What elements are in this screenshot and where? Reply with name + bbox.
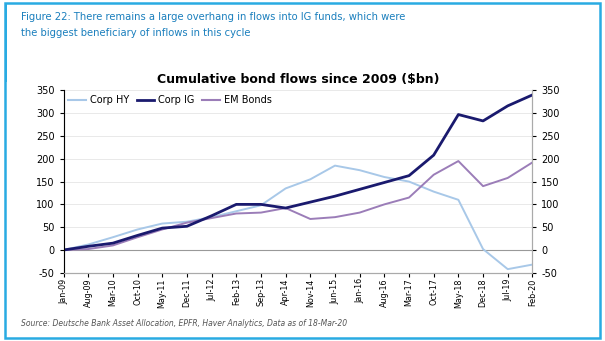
Text: Source: Deutsche Bank Asset Allocation, EPFR, Haver Analytics, Data as of 18-Mar: Source: Deutsche Bank Asset Allocation, … [21, 319, 347, 328]
Legend: Corp HY, Corp IG, EM Bonds: Corp HY, Corp IG, EM Bonds [68, 95, 272, 105]
Text: Figure 22: There remains a large overhang in flows into IG funds, which were: Figure 22: There remains a large overhan… [21, 12, 405, 22]
FancyBboxPatch shape [5, 3, 600, 338]
Text: the biggest beneficiary of inflows in this cycle: the biggest beneficiary of inflows in th… [21, 28, 250, 38]
Title: Cumulative bond flows since 2009 ($bn): Cumulative bond flows since 2009 ($bn) [157, 73, 439, 86]
Bar [5, 3, 7, 82]
